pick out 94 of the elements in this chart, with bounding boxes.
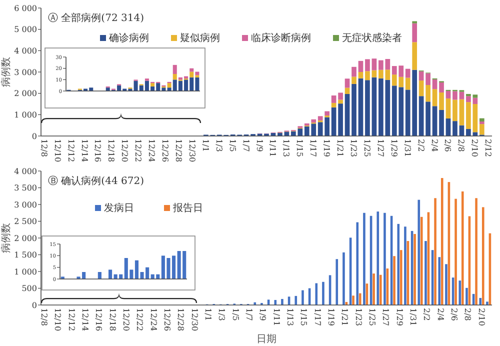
x-tick-label: 12/14	[80, 139, 89, 162]
x-tick-label: 12/10	[53, 308, 62, 332]
x-tick-label: 1/7	[241, 139, 250, 152]
x-tick-label: 1/27	[381, 308, 390, 326]
x-tick-label: 1/21	[336, 139, 345, 157]
x-tick-label: 2/10	[470, 139, 480, 157]
y-tick-label: 1 000	[14, 110, 37, 120]
y-tick-label: 6 000	[14, 4, 37, 13]
x-tick-label: 12/26	[160, 139, 170, 162]
x-tick-label: 2/8	[456, 139, 466, 152]
x-tick-label: 1/15	[299, 308, 308, 326]
x-tick-label: 12/24	[148, 308, 158, 332]
legend-label: 疑似病例	[180, 32, 220, 44]
x-tick-label: 12/18	[108, 308, 117, 332]
x-tick-label: 1/1	[200, 139, 210, 152]
x-tick-label: 12/24	[147, 139, 156, 162]
y-axis-title: 病例数	[0, 57, 12, 87]
y-tick-label: 500	[22, 284, 37, 294]
x-tick-label: 12/8	[39, 308, 48, 326]
x-axis-title: 日期	[256, 333, 276, 345]
x-tick-label: 12/22	[135, 308, 144, 332]
x-tick-label: 12/22	[134, 139, 143, 162]
x-tick-label: 1/13	[282, 139, 291, 157]
x-tick-label: 1/25	[367, 308, 376, 326]
legend-label: 发病日	[104, 202, 134, 214]
x-tick-label: 1/23	[349, 139, 358, 157]
x-tick-label: 12/10	[52, 139, 62, 162]
x-tick-label: 12/16	[94, 308, 104, 332]
x-tick-label: 2/8	[463, 308, 472, 321]
x-tick-label: 2/4	[430, 139, 439, 152]
x-tick-label: 2/6	[443, 139, 452, 152]
x-tick-label: 12/12	[66, 308, 76, 332]
x-tick-label: 1/9	[258, 308, 268, 321]
x-tick-label: 1/31	[408, 308, 418, 326]
x-tick-label: 12/12	[66, 139, 76, 162]
x-tick-label: 1/9	[254, 139, 264, 152]
y-tick-label: 3 500	[14, 184, 37, 193]
x-tick-label: 1/19	[326, 308, 336, 326]
text: Ⓐ 全部病例(72 314)	[48, 12, 144, 24]
x-tick-label: 1/29	[394, 308, 404, 326]
x-tick-label: 2/2	[422, 308, 432, 321]
legend-label: 临床诊断病例	[251, 32, 311, 44]
x-tick-label: 1/29	[389, 139, 398, 157]
x-tick-label: 12/8	[39, 139, 48, 157]
x-tick-label: 2/4	[436, 308, 445, 321]
x-tick-label: 12/20	[121, 308, 130, 332]
x-tick-label: 1/19	[322, 139, 332, 157]
x-tick-label: 1/21	[340, 308, 350, 326]
legend-label: 无症状感染者	[342, 32, 402, 44]
y-tick-label: 1 000	[14, 267, 37, 276]
y-tick-label: 2 500	[14, 217, 37, 226]
x-tick-label: 12/28	[176, 308, 186, 332]
y-tick-label: 1 500	[14, 250, 37, 260]
y-tick-label: 0	[32, 132, 37, 141]
y-tick-label: 4 000	[14, 166, 37, 176]
y-tick-label: 5 000	[14, 25, 37, 34]
legend-label: 确诊病例	[108, 32, 149, 44]
x-tick-label: 1/27	[376, 139, 385, 157]
y-tick-label: 3 000	[14, 200, 37, 210]
x-tick-label: 1/15	[295, 139, 304, 157]
x-tick-label: 1/13	[285, 308, 294, 326]
x-tick-label: 1/23	[354, 308, 363, 326]
x-tick-label: 1/5	[230, 308, 240, 321]
x-tick-label: 2/10	[476, 308, 486, 326]
y-tick-label: 3 000	[14, 68, 37, 77]
y-tick-label: 2 000	[14, 234, 37, 243]
x-tick-label: 1/1	[203, 308, 212, 321]
x-tick-label: 2/12	[484, 139, 493, 157]
x-tick-label: 12/14	[80, 308, 90, 332]
y-tick-label: 4 000	[14, 46, 37, 56]
x-tick-label: 2/6	[449, 308, 458, 321]
x-tick-label: 1/5	[228, 139, 237, 152]
y-tick-label: 2 000	[14, 89, 37, 98]
x-tick-label: 12/30	[190, 308, 199, 332]
x-tick-label: 12/28	[174, 139, 183, 162]
x-tick-label: 1/11	[272, 308, 281, 326]
x-tick-label: 12/30	[187, 139, 196, 162]
x-tick-label: 1/7	[244, 308, 254, 321]
x-tick-label: 12/20	[120, 139, 130, 162]
y-tick-label: 0	[32, 300, 37, 310]
x-tick-label: 12/18	[106, 139, 116, 162]
x-tick-label: 1/3	[217, 308, 226, 321]
x-tick-label: 1/25	[362, 139, 372, 157]
x-tick-label: 1/17	[308, 139, 318, 157]
x-tick-label: 12/26	[162, 308, 172, 332]
legend-label: 报告日	[172, 202, 203, 214]
x-tick-label: 1/31	[402, 139, 412, 157]
x-tick-label: 1/17	[312, 308, 322, 326]
x-tick-label: 1/11	[268, 139, 278, 157]
y-axis-title: 病例数	[0, 223, 12, 253]
x-tick-label: 1/3	[214, 139, 224, 152]
text: Ⓑ 确认病例(44 672)	[48, 175, 144, 187]
x-tick-label: 2/2	[416, 139, 426, 152]
x-tick-label: 12/16	[93, 139, 102, 162]
